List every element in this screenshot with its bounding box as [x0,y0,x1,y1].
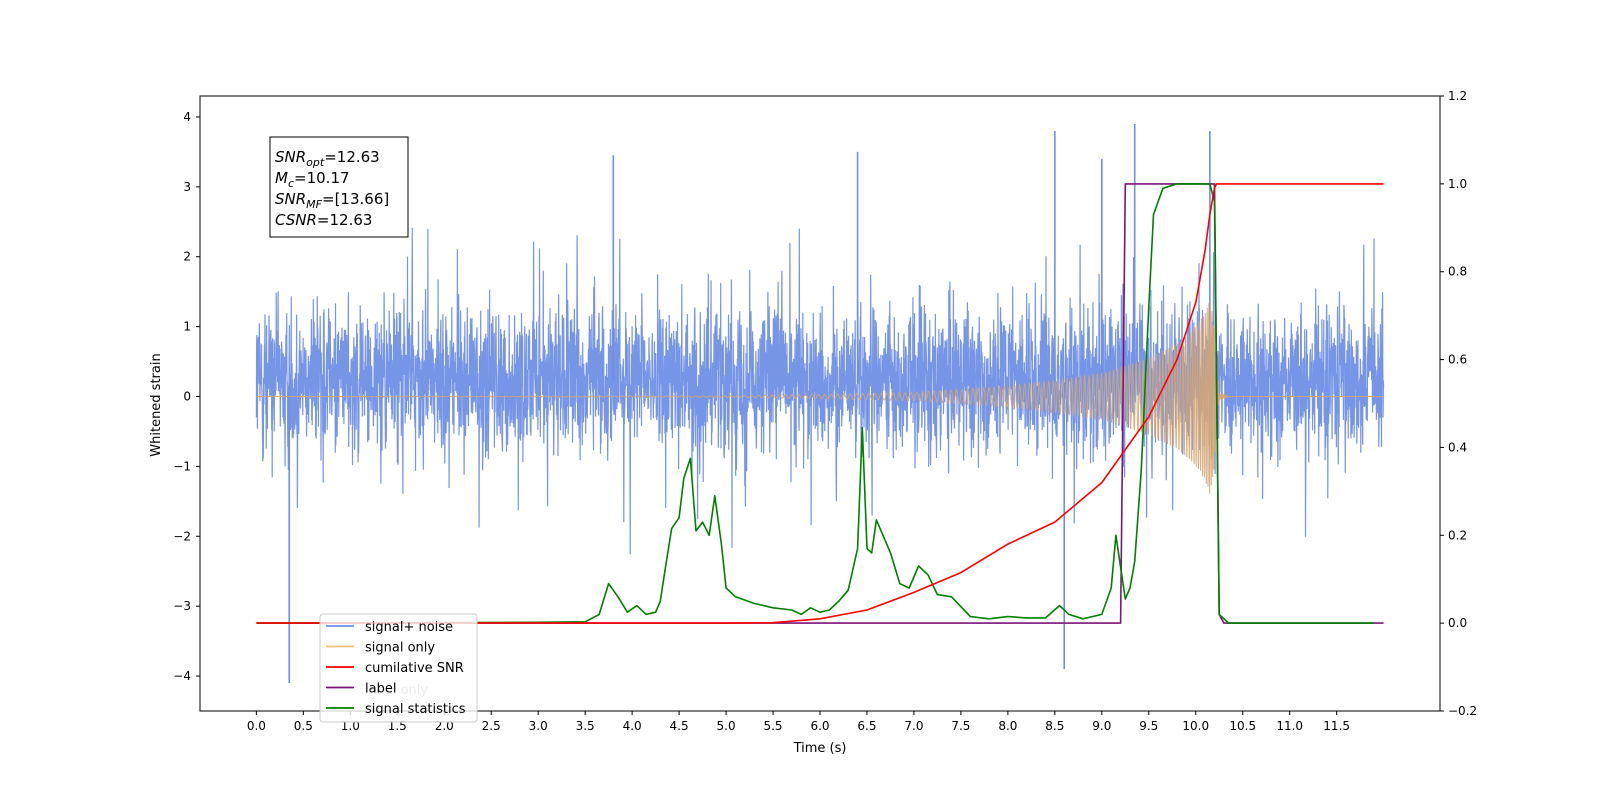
right-axis-series [256,183,1384,624]
y2-tick-label: 0.4 [1448,440,1467,454]
cumilative-snr-line [256,183,1384,624]
y-tick-label: 0 [183,390,191,404]
legend-frame [319,613,478,723]
x-tick-label: 0.0 [247,719,266,733]
y-tick-label: 3 [183,180,191,194]
x-tick-label: 6.0 [810,719,829,733]
x-tick-label: 7.5 [951,719,970,733]
plot-area [255,123,1385,684]
x-tick-label: 3.5 [576,719,595,733]
label-line [256,183,1384,624]
legend-label: signal statistics [365,702,466,717]
x-tick-label: 0.5 [294,719,313,733]
y2-tick-label: 0.2 [1448,528,1467,542]
y-tick-label: −1 [173,459,191,473]
annotation-line-1: Mc=10.17 [275,169,350,190]
annotation-line-2: SNRMF=[13.66] [275,190,389,211]
x-tick-label: 2.5 [482,719,501,733]
y-tick-label: 4 [183,110,191,124]
y2-tick-label: 1.0 [1448,177,1467,191]
x-tick-label: 5.0 [717,719,736,733]
x-tick-label: 5.5 [763,719,782,733]
x-axis-label: Time (s) [793,741,847,756]
x-tick-label: 11.5 [1323,719,1350,733]
y-tick-label: −3 [173,599,191,613]
x-tick-label: 9.0 [1092,719,1111,733]
annotation-line-0: SNRopt=12.63 [275,148,380,169]
y2-tick-label: 0.8 [1448,265,1467,279]
y2-tick-label: −0.2 [1448,704,1477,718]
x-tick-label: 6.5 [857,719,876,733]
x-tick-label: 7.0 [904,719,923,733]
x-tick-label: 11.0 [1276,719,1303,733]
legend-label: signal+ noise [365,620,453,635]
legend-label: label [365,682,396,697]
y2-axis-ticks: −0.2 0.0 0.2 0.4 0.6 0.8 1.0 1.2 [1440,89,1477,718]
x-tick-label: 4.0 [623,719,642,733]
legend-label: signal only [365,641,435,656]
snr-annotation-box: SNRopt=12.63Mc=10.17SNRMF=[13.66]CSNR=12… [269,136,409,238]
y2-tick-label: 0.0 [1448,616,1467,630]
y-tick-label: 1 [183,320,191,334]
y-tick-label: −4 [173,669,191,683]
y-axis-ticks: −4 −3 −2 −1 0 1 2 3 4 [173,110,200,683]
y-tick-label: −2 [173,529,191,543]
y2-tick-label: 0.6 [1448,353,1467,367]
legend-label: cumilative SNR [365,661,464,676]
x-tick-label: 4.5 [670,719,689,733]
x-tick-label: 8.5 [1045,719,1064,733]
signal-statistics-line [256,183,1375,624]
signal-only-series [256,302,1384,494]
x-tick-label: 8.0 [998,719,1017,733]
y2-tick-label: 1.2 [1448,89,1467,103]
annotation-line-3: CSNR=12.63 [275,211,372,229]
signal-only-line [256,302,1384,494]
x-tick-label: 10.5 [1229,719,1256,733]
x-tick-label: 3.0 [529,719,548,733]
annotation-frame [269,136,409,238]
y-axis-label: Whitened strain [149,353,164,456]
y-tick-label: 2 [183,250,191,264]
x-tick-label: 9.5 [1139,719,1158,733]
x-tick-label: 10.0 [1182,719,1209,733]
